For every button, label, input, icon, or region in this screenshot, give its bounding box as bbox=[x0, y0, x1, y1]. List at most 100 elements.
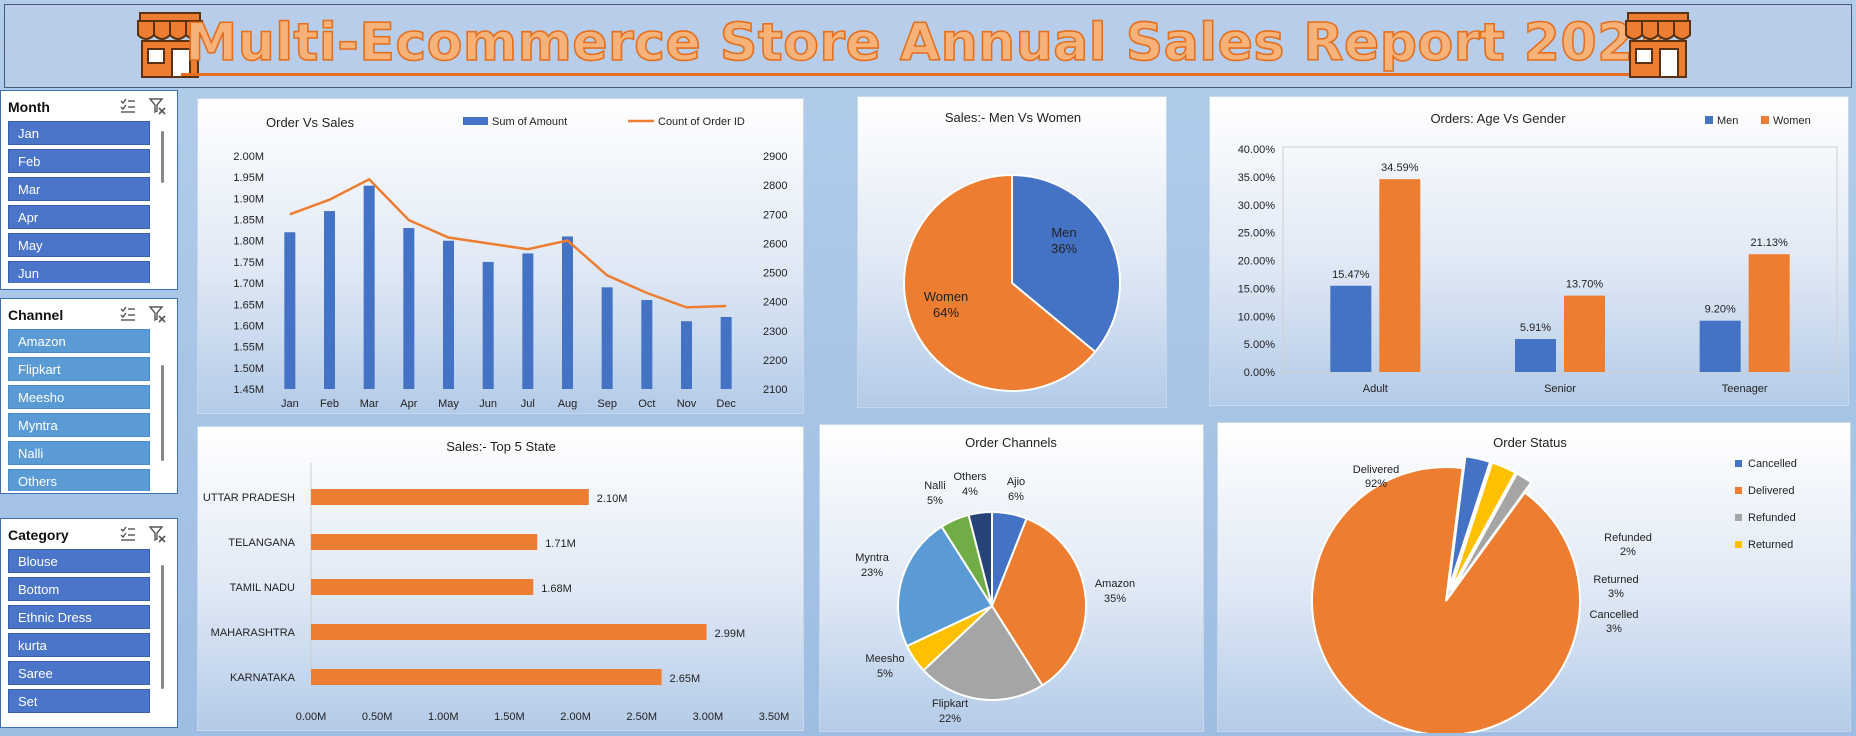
bar bbox=[1748, 254, 1790, 372]
chart-title: Sales:- Men Vs Women bbox=[945, 110, 1081, 125]
legend-swatch bbox=[1735, 514, 1742, 521]
slice-value-label: 5% bbox=[877, 668, 893, 680]
slice-value-label: 5% bbox=[927, 495, 943, 507]
pie-slice bbox=[967, 510, 993, 607]
slice-label: Myntra bbox=[855, 552, 890, 564]
slice-label: Returned bbox=[1593, 574, 1638, 586]
slice-value-label: 3% bbox=[1606, 623, 1622, 635]
y2-tick-label: 2500 bbox=[763, 268, 787, 280]
slicer-item-nalli[interactable]: Nalli bbox=[8, 441, 150, 465]
slicer-item-others[interactable]: Others bbox=[8, 469, 150, 491]
store-icon bbox=[137, 12, 203, 78]
y-tick-label: 30.00% bbox=[1238, 200, 1276, 212]
x-tick-label: May bbox=[438, 398, 459, 410]
slicer-item-flipkart[interactable]: Flipkart bbox=[8, 357, 150, 381]
slicer-item-mar[interactable]: Mar bbox=[8, 177, 150, 201]
pie-slice bbox=[1311, 466, 1581, 736]
bar bbox=[311, 489, 589, 505]
chart-title: Orders: Age Vs Gender bbox=[1430, 111, 1566, 126]
y2-tick-label: 2700 bbox=[763, 209, 787, 221]
x-tick-label: Sep bbox=[597, 398, 617, 410]
y-tick-label: 20.00% bbox=[1238, 256, 1276, 268]
bar bbox=[1515, 339, 1556, 372]
order-channels-chart: Order Channels Ajio 6% Amazon 35% Flipkart 22%… bbox=[855, 435, 1135, 725]
legend-swatch bbox=[1761, 116, 1769, 124]
order-vs-sales-chart: Order Vs Sales Sum of Amount Count of Orde… bbox=[233, 115, 787, 410]
slice-label: Flipkart bbox=[932, 698, 968, 710]
slicer-item-amazon[interactable]: Amazon bbox=[8, 329, 150, 353]
slicer-item-saree[interactable]: Saree bbox=[8, 661, 150, 685]
legend-label: Sum of Amount bbox=[492, 116, 567, 128]
legend-swatch bbox=[1735, 541, 1742, 548]
chart-title: Order Vs Sales bbox=[266, 115, 355, 130]
multi-select-icon[interactable] bbox=[119, 97, 137, 115]
y-tick-label: KARNATAKA bbox=[230, 672, 296, 684]
y2-tick-label: 2800 bbox=[763, 180, 787, 192]
x-tick-label: Nov bbox=[677, 398, 697, 410]
slicer-item-meesho[interactable]: Meesho bbox=[8, 385, 150, 409]
legend-swatch bbox=[1735, 487, 1742, 494]
multi-select-icon[interactable] bbox=[119, 525, 137, 543]
slicer-scrollbar[interactable] bbox=[159, 555, 167, 715]
slicer-item-may[interactable]: May bbox=[8, 233, 150, 257]
y-tick-label: 1.70M bbox=[233, 278, 264, 290]
legend-label: Women bbox=[1773, 115, 1811, 127]
slicer-item-ethnic-dress[interactable]: Ethnic Dress bbox=[8, 605, 150, 629]
slice-label: Others bbox=[953, 471, 987, 483]
y2-tick-label: 2900 bbox=[763, 151, 787, 163]
data-label: 5.91% bbox=[1520, 322, 1551, 334]
slicer-item-jun[interactable]: Jun bbox=[8, 261, 150, 283]
bar bbox=[1330, 285, 1372, 372]
bar bbox=[403, 228, 415, 389]
slicer-item-apr[interactable]: Apr bbox=[8, 205, 150, 229]
y-tick-label: 25.00% bbox=[1238, 228, 1276, 240]
y-tick-label: 5.00% bbox=[1244, 339, 1275, 351]
slicer-item-kurta[interactable]: kurta bbox=[8, 633, 150, 657]
clear-filter-icon[interactable] bbox=[149, 305, 167, 323]
slicer-scrollbar[interactable] bbox=[159, 127, 167, 277]
bar bbox=[482, 261, 494, 389]
multi-select-icon[interactable] bbox=[119, 305, 137, 323]
x-tick-label: 1.00M bbox=[428, 711, 459, 723]
y-tick-label: 1.65M bbox=[233, 299, 264, 311]
y-tick-label: 1.80M bbox=[233, 236, 264, 248]
data-label: 2.10M bbox=[597, 493, 628, 505]
x-tick-label: 0.50M bbox=[362, 711, 393, 723]
data-label: 1.68M bbox=[541, 583, 572, 595]
bar bbox=[311, 624, 707, 640]
slicer-item-set[interactable]: Set bbox=[8, 689, 150, 713]
page-title: Multi-Ecommerce Store Annual Sales Repor… bbox=[5, 12, 1851, 76]
age-vs-gender-chart: Orders: Age Vs Gender Men Women 40.00% 35.00… bbox=[1238, 111, 1838, 395]
bar bbox=[1379, 179, 1421, 372]
clear-filter-icon[interactable] bbox=[149, 97, 167, 115]
slice-value-label: 4% bbox=[962, 486, 978, 498]
legend-label: Refunded bbox=[1748, 512, 1796, 524]
slice-value-label: 92% bbox=[1365, 478, 1387, 490]
slicer-item-feb[interactable]: Feb bbox=[8, 149, 150, 173]
bar bbox=[324, 211, 335, 389]
y-tick-label: 10.00% bbox=[1238, 311, 1276, 323]
pie-slice bbox=[903, 173, 1097, 392]
clear-filter-icon[interactable] bbox=[149, 525, 167, 543]
bar bbox=[311, 669, 662, 685]
bar bbox=[311, 534, 538, 550]
slicer-item-myntra[interactable]: Myntra bbox=[8, 413, 150, 437]
pie-slice bbox=[1451, 472, 1533, 592]
y-tick-label: 15.00% bbox=[1238, 283, 1276, 295]
y-tick-label: UTTAR PRADESH bbox=[203, 492, 295, 504]
y2-tick-label: 2300 bbox=[763, 326, 787, 338]
x-tick-label: Aug bbox=[558, 398, 578, 410]
y2-tick-label: 2400 bbox=[763, 297, 787, 309]
pie-slice bbox=[1449, 461, 1517, 591]
slicer-scrollbar[interactable] bbox=[159, 335, 167, 485]
data-label: 9.20% bbox=[1705, 304, 1736, 316]
slicer-item-blouse[interactable]: Blouse bbox=[8, 549, 150, 573]
bar bbox=[641, 300, 653, 389]
slice-value-label: 36% bbox=[1051, 241, 1077, 256]
bar bbox=[311, 579, 534, 595]
report-banner: Multi-Ecommerce Store Annual Sales Repor… bbox=[4, 4, 1852, 88]
bar bbox=[363, 185, 375, 389]
slicer-item-jan[interactable]: Jan bbox=[8, 121, 150, 145]
slicer-item-bottom[interactable]: Bottom bbox=[8, 577, 150, 601]
